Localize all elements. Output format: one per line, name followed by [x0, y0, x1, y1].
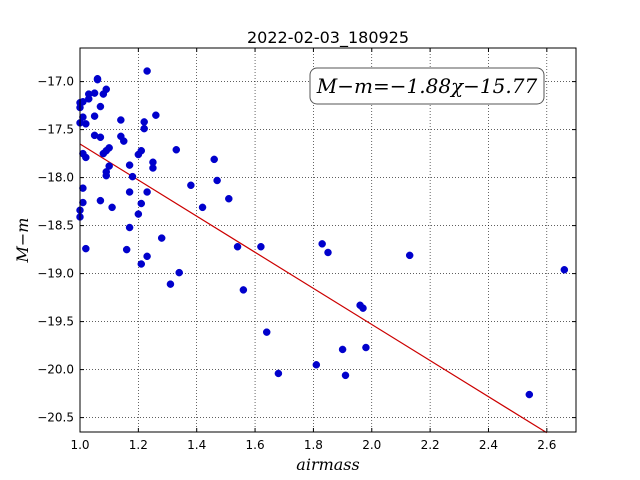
x-tick-label: 1.0	[70, 438, 89, 452]
y-tick-label: −18.5	[37, 219, 74, 233]
data-point	[140, 118, 148, 126]
y-axis-ticks: −17.0 −17.5 −18.0 −18.5 −19.0 −19.5 −20.0 −20.5	[37, 75, 576, 425]
y-tick-label: −19.0	[37, 267, 74, 281]
data-point	[359, 304, 367, 312]
data-point	[210, 155, 218, 164]
data-point	[102, 171, 111, 180]
x-tick-label: 2.0	[362, 438, 381, 452]
grid-lines	[79, 48, 576, 432]
data-point	[137, 260, 146, 268]
fit-equation-legend: M−m=−1.88χ−15.77	[309, 67, 545, 105]
y-tick-label: −20.0	[37, 363, 74, 377]
legend-box	[309, 67, 545, 105]
data-point	[128, 172, 137, 181]
data-point	[143, 188, 151, 196]
data-point	[90, 112, 99, 120]
data-point	[122, 245, 131, 254]
data-point	[137, 146, 146, 155]
data-point	[82, 153, 90, 162]
data-point	[79, 184, 87, 192]
data-point	[312, 361, 321, 369]
x-tick-label: 2.2	[421, 438, 440, 452]
data-point	[117, 116, 125, 124]
data-point	[96, 133, 105, 142]
data-point	[338, 345, 347, 354]
data-point	[93, 75, 102, 84]
data-point	[79, 198, 87, 207]
data-point	[125, 188, 134, 196]
data-point	[274, 369, 283, 378]
x-tick-label: 2.6	[537, 438, 556, 452]
data-point	[198, 203, 207, 212]
chart-title: 2022-02-03_180925	[247, 28, 409, 48]
x-tick-label: 2.4	[479, 438, 498, 452]
data-point	[233, 242, 242, 251]
data-point	[134, 210, 143, 218]
data-point	[166, 280, 175, 288]
y-tick-label: −20.5	[37, 411, 74, 425]
data-point	[137, 199, 146, 208]
x-tick-label: 1.8	[304, 438, 323, 452]
data-point	[102, 85, 111, 94]
data-point	[108, 203, 116, 212]
data-point	[560, 266, 569, 274]
data-point	[157, 234, 166, 242]
data-point	[175, 268, 183, 277]
y-tick-label: −19.5	[37, 315, 74, 329]
data-point	[82, 244, 90, 253]
data-point	[120, 137, 128, 145]
data-point	[105, 144, 113, 152]
data-point	[257, 242, 265, 251]
data-point	[362, 343, 370, 352]
data-point	[143, 67, 151, 75]
data-point	[213, 176, 221, 185]
plot-frame	[79, 47, 577, 433]
data-point	[172, 146, 181, 154]
x-axis-label: airmass	[296, 455, 359, 474]
y-tick-label: −18.0	[37, 171, 74, 185]
data-point	[125, 161, 134, 169]
x-tick-label: 1.4	[187, 438, 206, 452]
data-point	[318, 240, 326, 248]
x-tick-label: 1.6	[246, 438, 265, 452]
y-axis-label: M−m	[13, 218, 32, 264]
data-point	[90, 89, 99, 97]
data-point	[405, 251, 414, 260]
data-point	[96, 196, 105, 205]
data-point	[125, 223, 134, 232]
fit-line-layer	[79, 143, 548, 434]
x-tick-label: 1.2	[129, 438, 148, 452]
data-point	[341, 371, 350, 380]
fit-equation-text: M−m=−1.88χ−15.77	[316, 74, 538, 98]
data-point	[152, 111, 160, 119]
data-point	[82, 120, 90, 128]
data-point	[187, 181, 195, 190]
data-point	[143, 252, 151, 261]
x-axis-ticks: 1.0 1.2 1.4 1.6 1.8 2.0 2.2 2.4 2.6	[70, 48, 556, 452]
y-tick-label: −17.0	[37, 75, 74, 89]
data-point	[525, 390, 534, 399]
data-point	[140, 124, 148, 133]
data-point	[324, 248, 332, 257]
data-point	[262, 328, 271, 336]
data-point	[239, 286, 248, 294]
data-point	[149, 164, 157, 172]
plot-background	[80, 48, 576, 432]
data-point	[225, 194, 233, 203]
data-point	[96, 102, 105, 111]
data-points	[76, 67, 569, 399]
fit-line	[79, 143, 548, 434]
y-tick-label: −17.5	[37, 123, 74, 137]
